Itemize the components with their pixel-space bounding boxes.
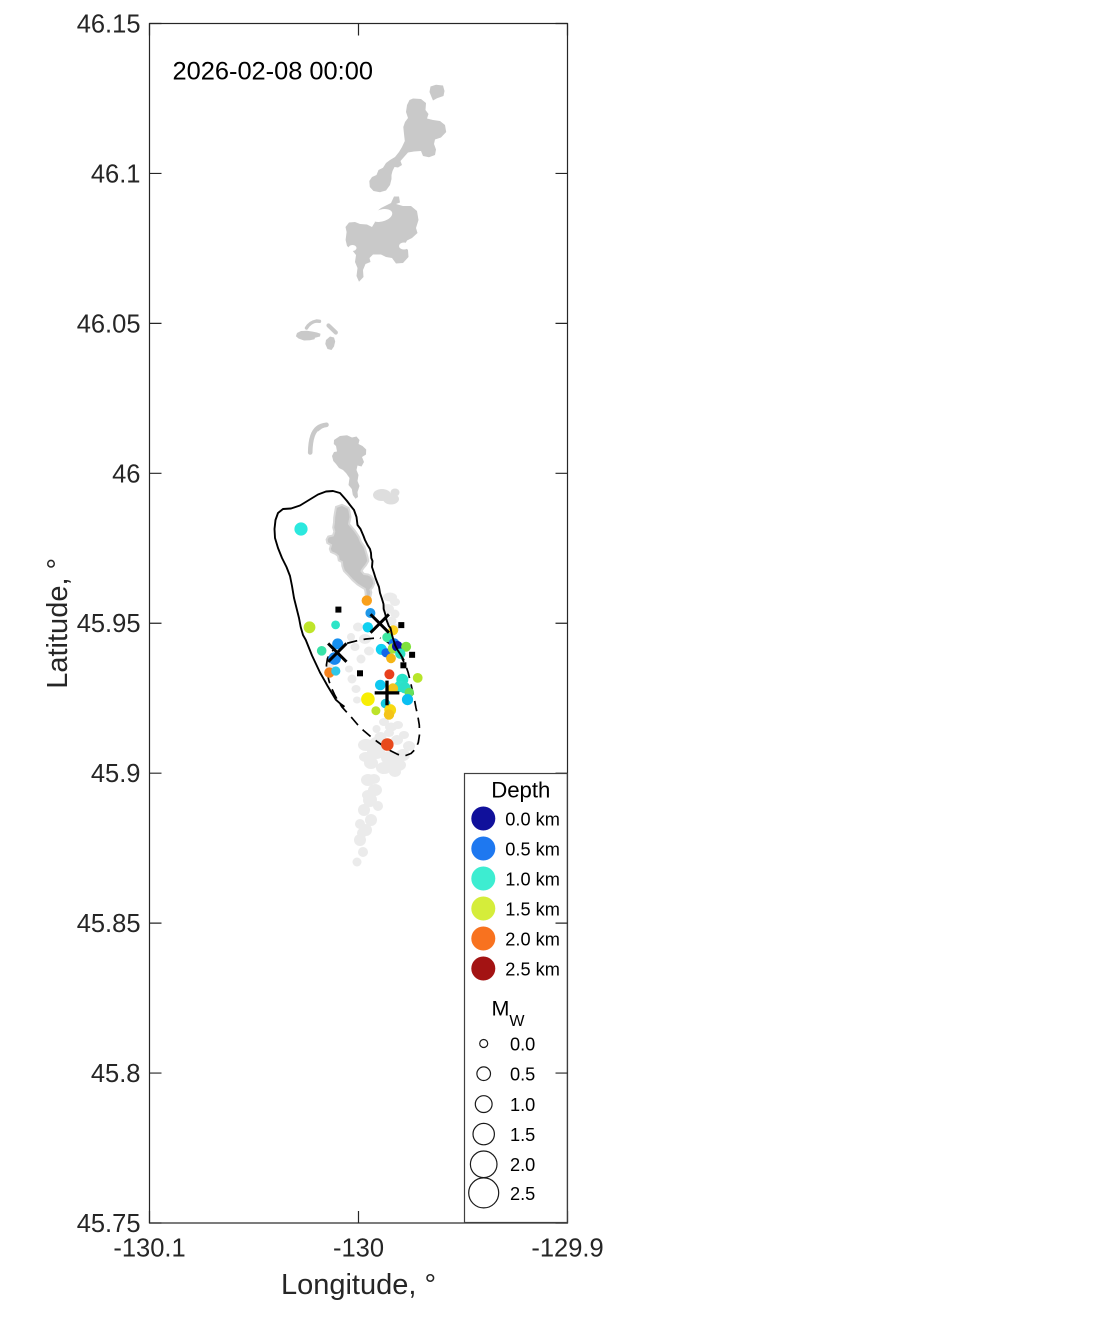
- svg-text:Depth: Depth: [491, 777, 550, 802]
- svg-text:1.5 km: 1.5 km: [505, 899, 560, 919]
- svg-text:0.5: 0.5: [510, 1065, 535, 1085]
- svg-text:-130: -130: [333, 1235, 384, 1263]
- svg-text:2.5: 2.5: [510, 1184, 535, 1204]
- svg-text:Latitude, °: Latitude, °: [42, 558, 74, 689]
- svg-text:2026-02-08 00:00: 2026-02-08 00:00: [173, 58, 373, 86]
- svg-text:-129.9: -129.9: [531, 1235, 603, 1263]
- svg-text:2.0: 2.0: [510, 1155, 535, 1175]
- svg-text:2.0 km: 2.0 km: [505, 929, 560, 949]
- svg-text:-130.1: -130.1: [113, 1235, 185, 1263]
- svg-text:0.5 km: 0.5 km: [505, 839, 560, 859]
- svg-text:46.15: 46.15: [77, 11, 141, 39]
- svg-text:0.0: 0.0: [510, 1034, 535, 1054]
- svg-text:1.5: 1.5: [510, 1125, 535, 1145]
- svg-text:45.8: 45.8: [91, 1060, 141, 1088]
- svg-text:45.95: 45.95: [77, 610, 141, 638]
- svg-text:45.75: 45.75: [77, 1210, 141, 1238]
- svg-text:46.05: 46.05: [77, 310, 141, 338]
- svg-text:46: 46: [112, 460, 140, 488]
- svg-text:Longitude, °: Longitude, °: [281, 1269, 436, 1301]
- svg-text:45.9: 45.9: [91, 760, 141, 788]
- svg-text:0.0 km: 0.0 km: [505, 809, 560, 829]
- svg-text:45.85: 45.85: [77, 910, 141, 938]
- svg-text:1.0 km: 1.0 km: [505, 869, 560, 889]
- svg-text:2.5 km: 2.5 km: [505, 959, 560, 979]
- svg-text:1.0: 1.0: [510, 1095, 535, 1115]
- svg-text:46.1: 46.1: [91, 160, 141, 188]
